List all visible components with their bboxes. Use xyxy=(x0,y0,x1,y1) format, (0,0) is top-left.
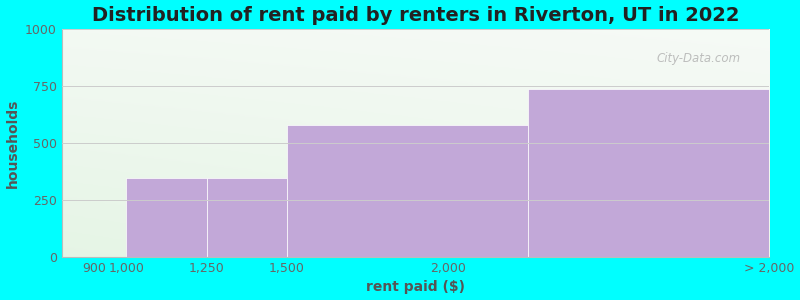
Bar xyxy=(287,125,528,257)
Y-axis label: households: households xyxy=(6,98,19,188)
Title: Distribution of rent paid by renters in Riverton, UT in 2022: Distribution of rent paid by renters in … xyxy=(92,6,739,25)
Text: City-Data.com: City-Data.com xyxy=(657,52,741,65)
Bar xyxy=(126,178,206,257)
X-axis label: rent paid ($): rent paid ($) xyxy=(366,280,465,294)
Bar xyxy=(206,178,287,257)
Bar xyxy=(528,89,770,257)
